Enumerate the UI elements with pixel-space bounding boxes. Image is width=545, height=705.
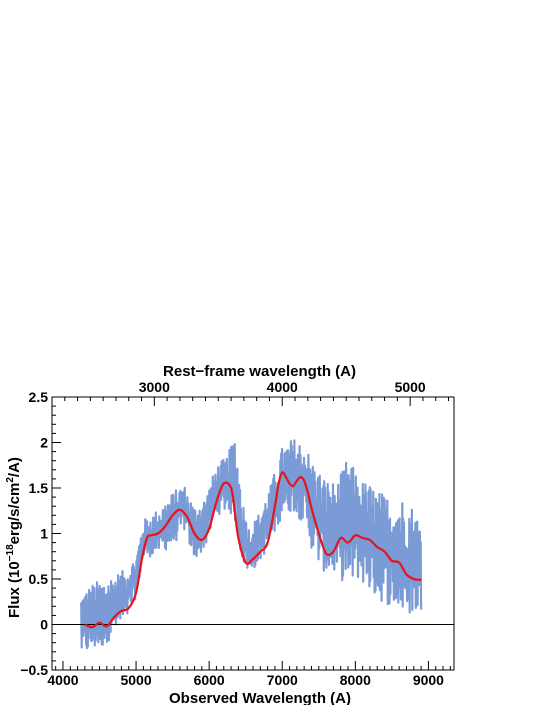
x-tick-label-4000: 4000 xyxy=(47,672,78,688)
y-tick-label: 2.5 xyxy=(29,389,49,405)
y-axis-title-middle: erg/s/cm xyxy=(6,483,23,545)
x-tick-label-9000: 9000 xyxy=(413,672,444,688)
x-axis-title: Observed Wavelength (A) xyxy=(169,690,351,705)
y-tick-label: 0 xyxy=(40,617,48,633)
y-tick-label: 2 xyxy=(40,435,48,451)
x2-axis-title: Rest−frame wavelength (A) xyxy=(163,363,356,380)
x-tick-label-5000: 5000 xyxy=(120,672,151,688)
y-axis-title-prefix: Flux (10 xyxy=(6,561,23,618)
plot-area xyxy=(52,439,454,650)
x2-tick-label-5000: 5000 xyxy=(395,379,426,395)
y-tick-label: 1 xyxy=(40,526,48,542)
x2-tick-label-4000: 4000 xyxy=(267,379,298,395)
y-tick-label: 0.5 xyxy=(29,571,49,587)
y-axis-title-suffix: /A) xyxy=(6,457,23,477)
x-tick-label-6000: 6000 xyxy=(194,672,225,688)
x2-tick-label-3000: 3000 xyxy=(139,379,170,395)
x-tick-label-8000: 8000 xyxy=(340,672,371,688)
y-tick-label: −0.5 xyxy=(20,662,48,678)
smoothed-fit-series xyxy=(84,471,422,629)
spectrum-noise-series xyxy=(80,439,423,650)
y-axis-title: Flux (10−18erg/s/cm2/A) xyxy=(5,457,23,618)
y-axis-title-exp2: 2 xyxy=(5,477,16,483)
y-axis-title-exp1: −18 xyxy=(5,544,16,561)
x-tick-label-7000: 7000 xyxy=(267,672,298,688)
axes: 4000 5000 6000 7000 8000 9000 −0.5 0 0.5 1 1.5 2 2.5… xyxy=(20,379,451,688)
y-tick-label: 1.5 xyxy=(29,480,49,496)
